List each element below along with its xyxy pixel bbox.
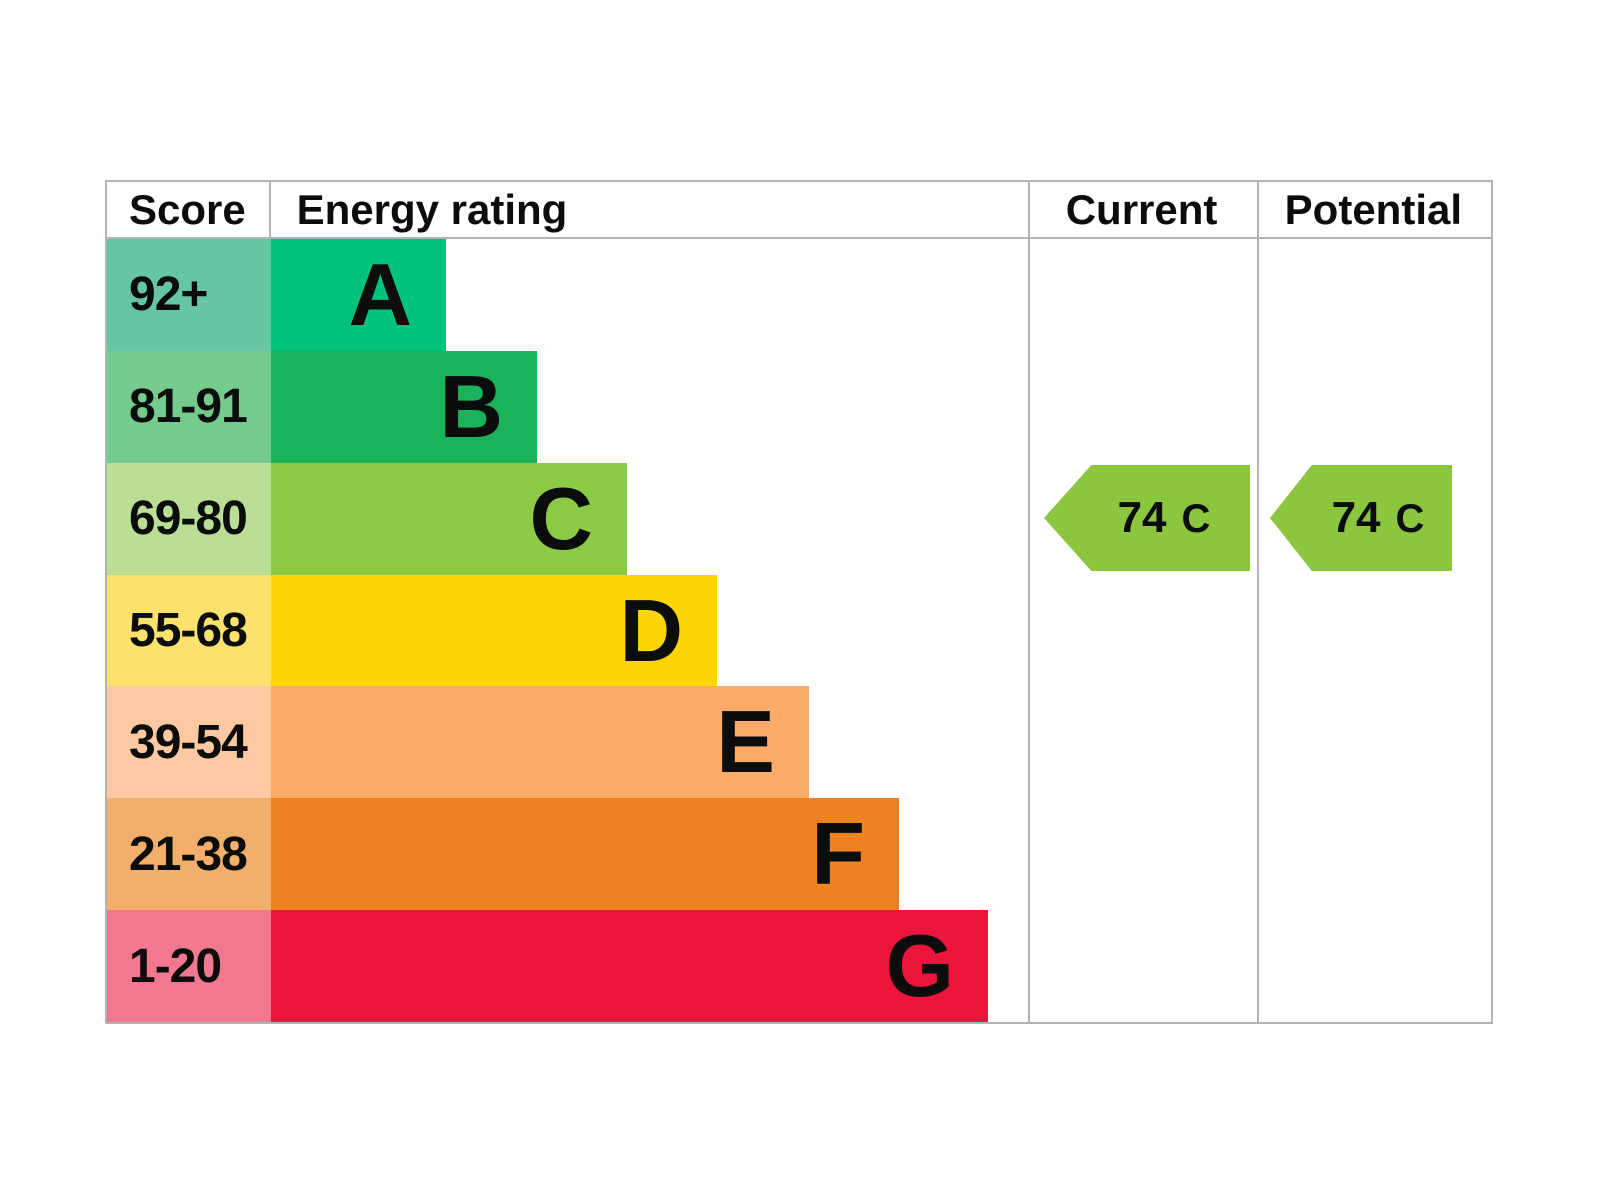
- band-d-letter: D: [619, 580, 683, 680]
- table-body: 92+ A 81-91 B 69-80 C: [107, 239, 1491, 1023]
- band-b-score-cell: 81-91: [107, 350, 271, 463]
- band-e-bar: E: [271, 686, 809, 799]
- band-row-g: 1-20 G: [107, 910, 1491, 1023]
- band-d-bar: D: [271, 574, 717, 687]
- divider-current-column: [1028, 182, 1030, 1022]
- band-f-bar: F: [271, 798, 899, 911]
- header-energy-rating: Energy rating: [296, 185, 568, 233]
- divider-potential-column: [1257, 182, 1259, 1022]
- current-rating-text: 74 C: [1118, 493, 1211, 543]
- band-g-letter: G: [885, 916, 954, 1016]
- band-a-bar: A: [271, 239, 446, 351]
- band-e-score-range: 39-54: [129, 715, 248, 769]
- band-g-score-range: 1-20: [129, 939, 222, 993]
- band-f-letter: F: [811, 804, 865, 904]
- potential-score-value: 74: [1331, 493, 1381, 542]
- band-a-score-range: 92+: [129, 268, 208, 322]
- band-row-f: 21-38 F: [107, 798, 1491, 911]
- score-rating-divider: [269, 182, 271, 237]
- header-potential: Potential: [1284, 185, 1463, 233]
- band-c-letter: C: [529, 468, 593, 568]
- header-current: Current: [1065, 185, 1218, 233]
- band-row-d: 55-68 D: [107, 574, 1491, 687]
- band-b-letter: B: [439, 356, 503, 456]
- current-band-letter: C: [1181, 497, 1211, 541]
- band-c-score-range: 69-80: [129, 492, 248, 546]
- band-d-score-cell: 55-68: [107, 574, 271, 687]
- band-row-e: 39-54 E: [107, 686, 1491, 799]
- band-e-letter: E: [716, 692, 775, 792]
- band-f-score-cell: 21-38: [107, 798, 271, 911]
- band-c-score-cell: 69-80: [107, 462, 271, 575]
- potential-band-letter: C: [1395, 497, 1425, 541]
- header-score: Score: [129, 185, 246, 233]
- band-row-a: 92+ A: [107, 239, 1491, 351]
- current-rating-arrow: 74 C: [1044, 465, 1250, 571]
- band-g-score-cell: 1-20: [107, 910, 271, 1023]
- table-header: Score Energy rating Current Potential: [107, 182, 1491, 239]
- band-row-b: 81-91 B: [107, 350, 1491, 463]
- band-f-score-range: 21-38: [129, 827, 248, 881]
- epc-table: Score Energy rating Current Potential 92…: [105, 180, 1493, 1024]
- current-score-value: 74: [1117, 493, 1167, 542]
- band-c-bar: C: [271, 462, 627, 575]
- potential-rating-text: 74 C: [1332, 493, 1425, 543]
- band-b-bar: B: [271, 350, 537, 463]
- band-a-score-cell: 92+: [107, 239, 271, 351]
- band-g-bar: G: [271, 910, 988, 1023]
- band-b-score-range: 81-91: [129, 380, 248, 434]
- band-d-score-range: 55-68: [129, 604, 248, 657]
- band-a-letter: A: [348, 244, 412, 344]
- band-row-c: 69-80 C: [107, 462, 1491, 575]
- band-e-score-cell: 39-54: [107, 686, 271, 799]
- potential-rating-arrow: 74 C: [1270, 465, 1452, 571]
